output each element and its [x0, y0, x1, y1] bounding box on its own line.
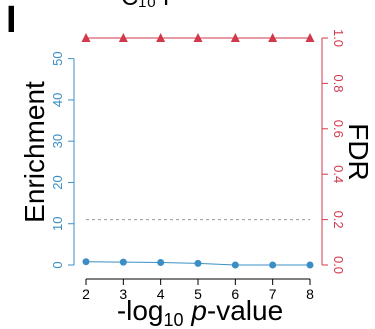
- x-axis-tick-label: 6: [231, 286, 239, 302]
- fdr-point: [305, 33, 315, 42]
- right-axis-tick-label: 0.4: [331, 165, 346, 183]
- right-axis-tick-label: 1.0: [331, 29, 346, 47]
- right-axis-label: FDR: [343, 123, 374, 181]
- top-cropped-text: C₁₀ P: [121, 0, 179, 11]
- fdr-point: [81, 33, 91, 42]
- right-axis-tick-label: 0.2: [331, 211, 346, 229]
- x-axis-label-suffix: -value: [207, 295, 283, 326]
- right-axis-tick-label: 0.6: [331, 120, 346, 138]
- x-axis-tick-label: 8: [306, 286, 314, 302]
- panel-letter: I: [6, 0, 17, 41]
- x-axis-label-subscript: 10: [164, 310, 184, 329]
- fdr-point: [193, 33, 203, 42]
- left-axis-tick-label: 0: [50, 261, 65, 268]
- left-axis-tick-label: 50: [50, 51, 65, 65]
- x-axis-tick-label: 2: [82, 286, 90, 302]
- enrichment-point: [194, 259, 202, 267]
- enrichment-point: [82, 258, 90, 266]
- left-axis-label: Enrichment: [19, 81, 50, 223]
- enrichment-point: [269, 261, 277, 269]
- enrichment-point: [231, 261, 239, 269]
- left-axis-tick-label: 20: [50, 175, 65, 189]
- x-axis-tick-label: 7: [269, 286, 277, 302]
- right-axis-tick-label: 0.0: [331, 256, 346, 274]
- enrichment-point: [157, 259, 165, 267]
- x-axis-tick-label: 4: [157, 286, 165, 302]
- left-axis-tick-label: 30: [50, 134, 65, 148]
- fdr-point: [230, 33, 240, 42]
- enrichment-point: [119, 258, 127, 266]
- fdr-point: [268, 33, 278, 42]
- fdr-point: [118, 33, 128, 42]
- x-axis-tick-label: 3: [119, 286, 127, 302]
- x-axis-tick-label: 5: [194, 286, 202, 302]
- fdr-point: [156, 33, 166, 42]
- left-axis-tick-label: 10: [50, 216, 65, 230]
- x-axis-label: -log10 p-value: [117, 295, 283, 329]
- left-axis-tick-label: 40: [50, 93, 65, 107]
- x-axis-label-prefix: -log: [117, 295, 164, 326]
- x-axis-label-space: [184, 295, 192, 326]
- x-axis-label-italic: p: [190, 295, 207, 326]
- enrichment-point: [306, 261, 314, 269]
- right-axis-tick-label: 0.8: [331, 74, 346, 92]
